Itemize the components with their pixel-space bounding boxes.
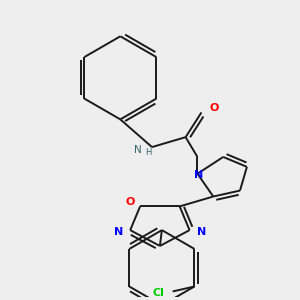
Text: N: N [114,227,123,237]
Text: N: N [134,145,142,155]
Text: O: O [125,197,135,207]
Text: N: N [197,227,206,237]
Text: O: O [209,103,219,113]
Text: N: N [194,170,203,180]
Text: H: H [145,148,151,157]
Text: Cl: Cl [153,288,165,298]
